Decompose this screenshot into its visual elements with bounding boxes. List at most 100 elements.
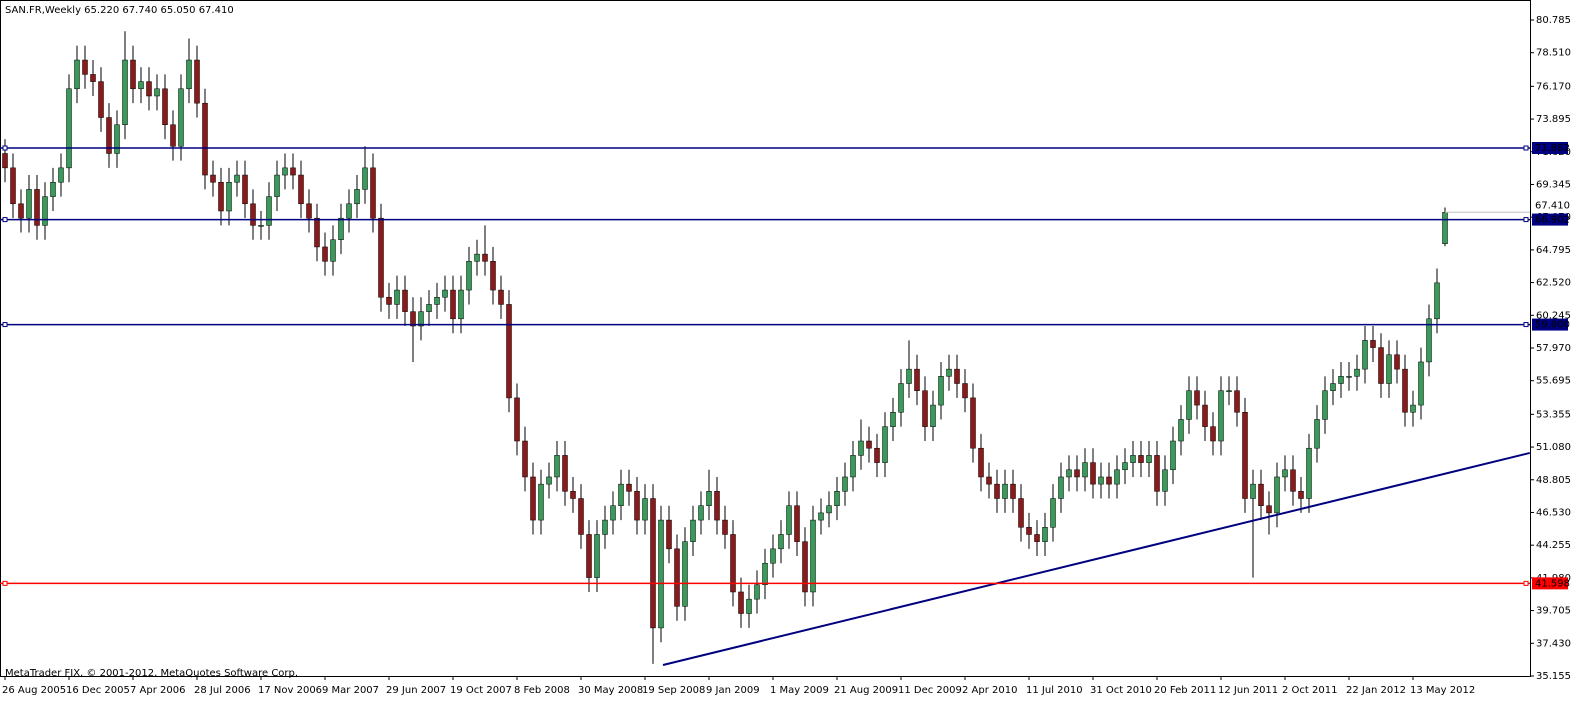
candle-body <box>1234 390 1240 413</box>
level-marker <box>1523 217 1529 223</box>
candle-body <box>1362 340 1368 370</box>
candle-body <box>1098 476 1104 485</box>
candle-body <box>210 174 216 183</box>
candle-body <box>874 447 880 463</box>
candle-body <box>866 440 872 449</box>
y-tick-label: 73.895 <box>1536 114 1571 125</box>
candle-body <box>498 289 504 305</box>
candle-body <box>842 476 848 492</box>
x-tick-label: 22 Jan 2012 <box>1346 685 1406 696</box>
y-tick-label: 69.345 <box>1536 179 1571 190</box>
candle-body <box>682 541 688 607</box>
candle-body <box>1130 455 1136 463</box>
level-label-box <box>1532 141 1568 154</box>
candle-body <box>1002 483 1008 499</box>
y-tick-label: 44.255 <box>1536 540 1571 551</box>
candle-body <box>514 397 520 442</box>
candle-body <box>1314 419 1320 449</box>
candle-body <box>858 440 864 456</box>
candle-body <box>66 88 72 169</box>
candle-body <box>114 124 120 154</box>
candle-body <box>914 368 920 391</box>
level-label: 41.598 <box>1535 578 1570 589</box>
candle-body <box>338 217 344 240</box>
x-tick-label: 13 May 2012 <box>1410 685 1475 696</box>
candle-body <box>618 483 624 506</box>
y-tick-label: 35.155 <box>1536 671 1571 682</box>
candle-body <box>314 217 320 248</box>
candle-body <box>434 297 440 305</box>
candle-body <box>1122 462 1128 471</box>
candle-body <box>170 124 176 147</box>
candle-body <box>1170 440 1176 471</box>
candle-body <box>1162 469 1168 492</box>
candle-body <box>658 519 664 629</box>
candle-body <box>778 534 784 550</box>
x-tick-label: 17 Nov 2006 <box>258 685 322 696</box>
candle-body <box>906 368 912 384</box>
candle-body <box>706 491 712 506</box>
y-tick-label: 64.795 <box>1536 245 1571 256</box>
marks <box>2 31 1531 666</box>
candle-body <box>306 203 312 219</box>
y-tick-label: 62.520 <box>1536 278 1571 289</box>
candle-body <box>154 88 160 97</box>
candle-body <box>530 476 536 521</box>
candle-body <box>1218 390 1224 442</box>
level-label-box <box>1532 577 1568 590</box>
y-tick-label: 76.170 <box>1536 81 1571 92</box>
candle-body <box>10 167 16 205</box>
candle-body <box>226 181 232 212</box>
candle-body <box>834 491 840 506</box>
candle-body <box>74 59 80 90</box>
candle-body <box>1114 469 1120 485</box>
candle-body <box>1290 469 1296 492</box>
candle-body <box>130 59 136 90</box>
x-tick-label: 11 Jul 2010 <box>1026 685 1083 696</box>
candle-body <box>922 390 928 427</box>
candle-body <box>362 167 368 190</box>
candle-body <box>1434 282 1440 320</box>
candle-body <box>290 167 296 176</box>
y-tick-label: 51.080 <box>1536 442 1571 453</box>
candle-body <box>370 167 376 219</box>
candle-body <box>522 440 528 478</box>
candle-body <box>1066 469 1072 478</box>
candle-body <box>418 311 424 327</box>
candle-body <box>746 598 752 614</box>
level-label: 59.600 <box>1535 320 1570 331</box>
candle-body <box>1330 383 1336 391</box>
candle-body <box>826 505 832 514</box>
candle-body <box>1010 483 1016 499</box>
chart-title: SAN.FR,Weekly 65.220 67.740 65.050 67.41… <box>5 5 234 16</box>
candle-body <box>1410 404 1416 413</box>
x-tick-label: 8 Feb 2008 <box>514 685 570 696</box>
candle-body <box>466 261 472 291</box>
candle-body <box>698 505 704 521</box>
candle-body <box>1146 455 1152 463</box>
candle-body <box>50 181 56 197</box>
x-tick-label: 2 Apr 2010 <box>962 685 1017 696</box>
level-marker <box>2 145 8 151</box>
y-tick-label: 48.805 <box>1536 475 1571 486</box>
candle-body <box>1354 368 1360 377</box>
x-tick-label: 12 Jun 2011 <box>1218 685 1278 696</box>
candle-body <box>898 383 904 413</box>
candle-body <box>610 505 616 521</box>
candle-body <box>1306 447 1312 499</box>
candle-body <box>1026 527 1032 535</box>
candle-body <box>42 196 48 226</box>
y-tick-label: 39.705 <box>1536 606 1571 617</box>
level-label: 66.902 <box>1535 215 1570 226</box>
x-tick-label: 19 Sep 2008 <box>642 685 705 696</box>
candle-body <box>1242 412 1248 499</box>
level-marker <box>2 217 8 223</box>
candle-body <box>1202 404 1208 427</box>
candle-body <box>1194 390 1200 406</box>
candle-body <box>242 174 248 205</box>
level-marker <box>2 322 8 328</box>
candle-body <box>1282 469 1288 478</box>
candle-body <box>34 189 40 226</box>
